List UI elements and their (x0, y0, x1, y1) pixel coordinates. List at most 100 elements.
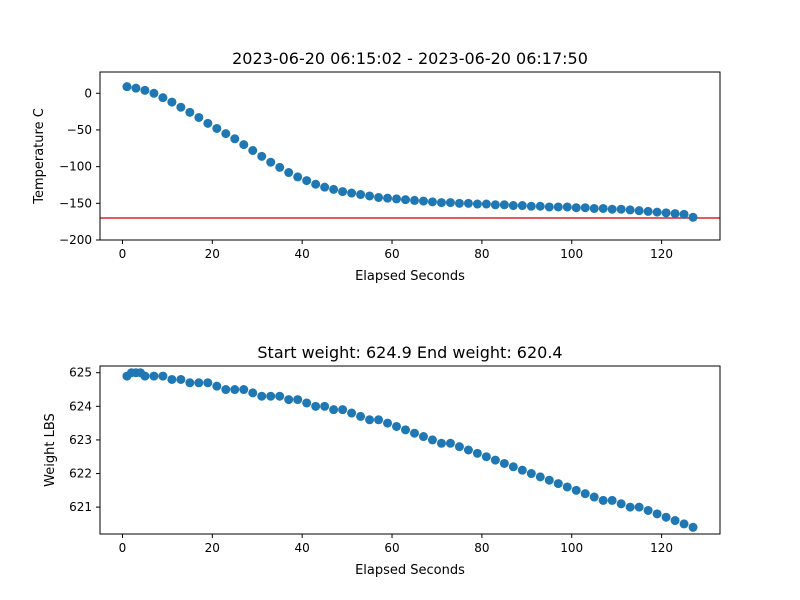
data-point (472, 199, 482, 209)
temperature-chart: 2023-06-20 06:15:02 - 2023-06-20 06:17:5… (32, 49, 721, 284)
data-point (347, 188, 357, 198)
data-point (652, 207, 662, 217)
data-point (230, 134, 240, 144)
data-point (508, 201, 518, 211)
data-point (239, 385, 249, 395)
data-point (634, 206, 644, 216)
data-point (418, 432, 428, 442)
data-point (122, 82, 132, 92)
data-point (409, 428, 419, 438)
data-point (625, 502, 635, 512)
data-point (508, 462, 518, 472)
data-point (194, 378, 204, 388)
data-point (580, 489, 590, 499)
data-point (239, 140, 249, 150)
data-point (652, 509, 662, 519)
data-point (338, 405, 348, 415)
data-point (401, 425, 411, 435)
data-point (454, 442, 464, 452)
data-point (392, 194, 402, 204)
data-point (436, 438, 446, 448)
temperature-chart-marks (100, 82, 720, 222)
data-point (374, 192, 384, 202)
data-point (257, 151, 267, 161)
data-point (535, 201, 545, 211)
data-point (490, 200, 500, 210)
data-point (221, 385, 231, 395)
y-tick-label: 625 (69, 366, 92, 380)
data-point (248, 145, 258, 155)
data-point (149, 88, 159, 98)
temperature-chart-ticks: 0 20 40 60 80 100 120 0 −50 −100 −150 −200 (59, 86, 673, 261)
data-point (329, 184, 339, 194)
x-tick-label: 60 (384, 541, 399, 555)
x-tick-label: 100 (560, 247, 583, 261)
weight-chart-title: Start weight: 624.9 End weight: 620.4 (257, 343, 562, 362)
data-point (688, 522, 698, 532)
data-point (311, 401, 321, 411)
data-point (320, 401, 330, 411)
x-tick-label: 100 (560, 541, 583, 555)
data-point (131, 83, 141, 93)
weight-chart-ticks: 0 20 40 60 80 100 120 621 622 623 624 625 (69, 366, 673, 555)
x-tick-label: 60 (384, 247, 399, 261)
data-point (365, 415, 375, 425)
data-point (535, 472, 545, 482)
x-tick-label: 40 (295, 247, 310, 261)
x-tick-label: 0 (119, 247, 127, 261)
x-tick-label: 80 (474, 541, 489, 555)
data-point (517, 465, 527, 475)
data-point (275, 391, 285, 401)
data-point (185, 378, 195, 388)
data-point (418, 196, 428, 206)
y-tick-label: 621 (69, 500, 92, 514)
data-point (392, 421, 402, 431)
data-point (176, 102, 186, 112)
data-point (553, 479, 563, 489)
data-point (176, 374, 186, 384)
data-point (472, 448, 482, 458)
data-point (679, 209, 689, 219)
data-point (562, 202, 572, 212)
data-point (212, 123, 222, 133)
data-point (670, 516, 680, 526)
data-point (311, 179, 321, 189)
data-point (203, 118, 213, 128)
data-point (436, 198, 446, 208)
data-point (383, 193, 393, 203)
data-point (463, 198, 473, 208)
x-tick-label: 40 (295, 541, 310, 555)
y-tick-label: −50 (67, 123, 92, 137)
data-point (481, 452, 491, 462)
data-point (194, 112, 204, 122)
data-point (661, 512, 671, 522)
data-point (203, 378, 213, 388)
weight-chart-x-axis-label: Elapsed Seconds (355, 563, 465, 578)
x-tick-label: 120 (650, 541, 673, 555)
data-point (248, 388, 258, 398)
y-tick-label: −200 (59, 233, 92, 247)
data-point (616, 499, 626, 509)
data-point (544, 475, 554, 485)
data-point (526, 469, 536, 479)
y-tick-label: 624 (69, 399, 92, 413)
data-point (149, 371, 159, 381)
data-point (167, 374, 177, 384)
data-point (347, 408, 357, 418)
data-point (499, 200, 509, 210)
data-point (553, 202, 563, 212)
data-point (212, 381, 222, 391)
data-point (643, 505, 653, 515)
data-point (688, 212, 698, 222)
data-point (140, 85, 150, 95)
data-point (356, 190, 366, 200)
data-point (616, 204, 626, 214)
data-point (383, 418, 393, 428)
data-point (499, 458, 509, 468)
y-tick-label: 0 (84, 86, 92, 100)
data-point (293, 395, 303, 405)
data-point (140, 371, 150, 381)
data-point (409, 195, 419, 205)
x-tick-label: 120 (650, 247, 673, 261)
